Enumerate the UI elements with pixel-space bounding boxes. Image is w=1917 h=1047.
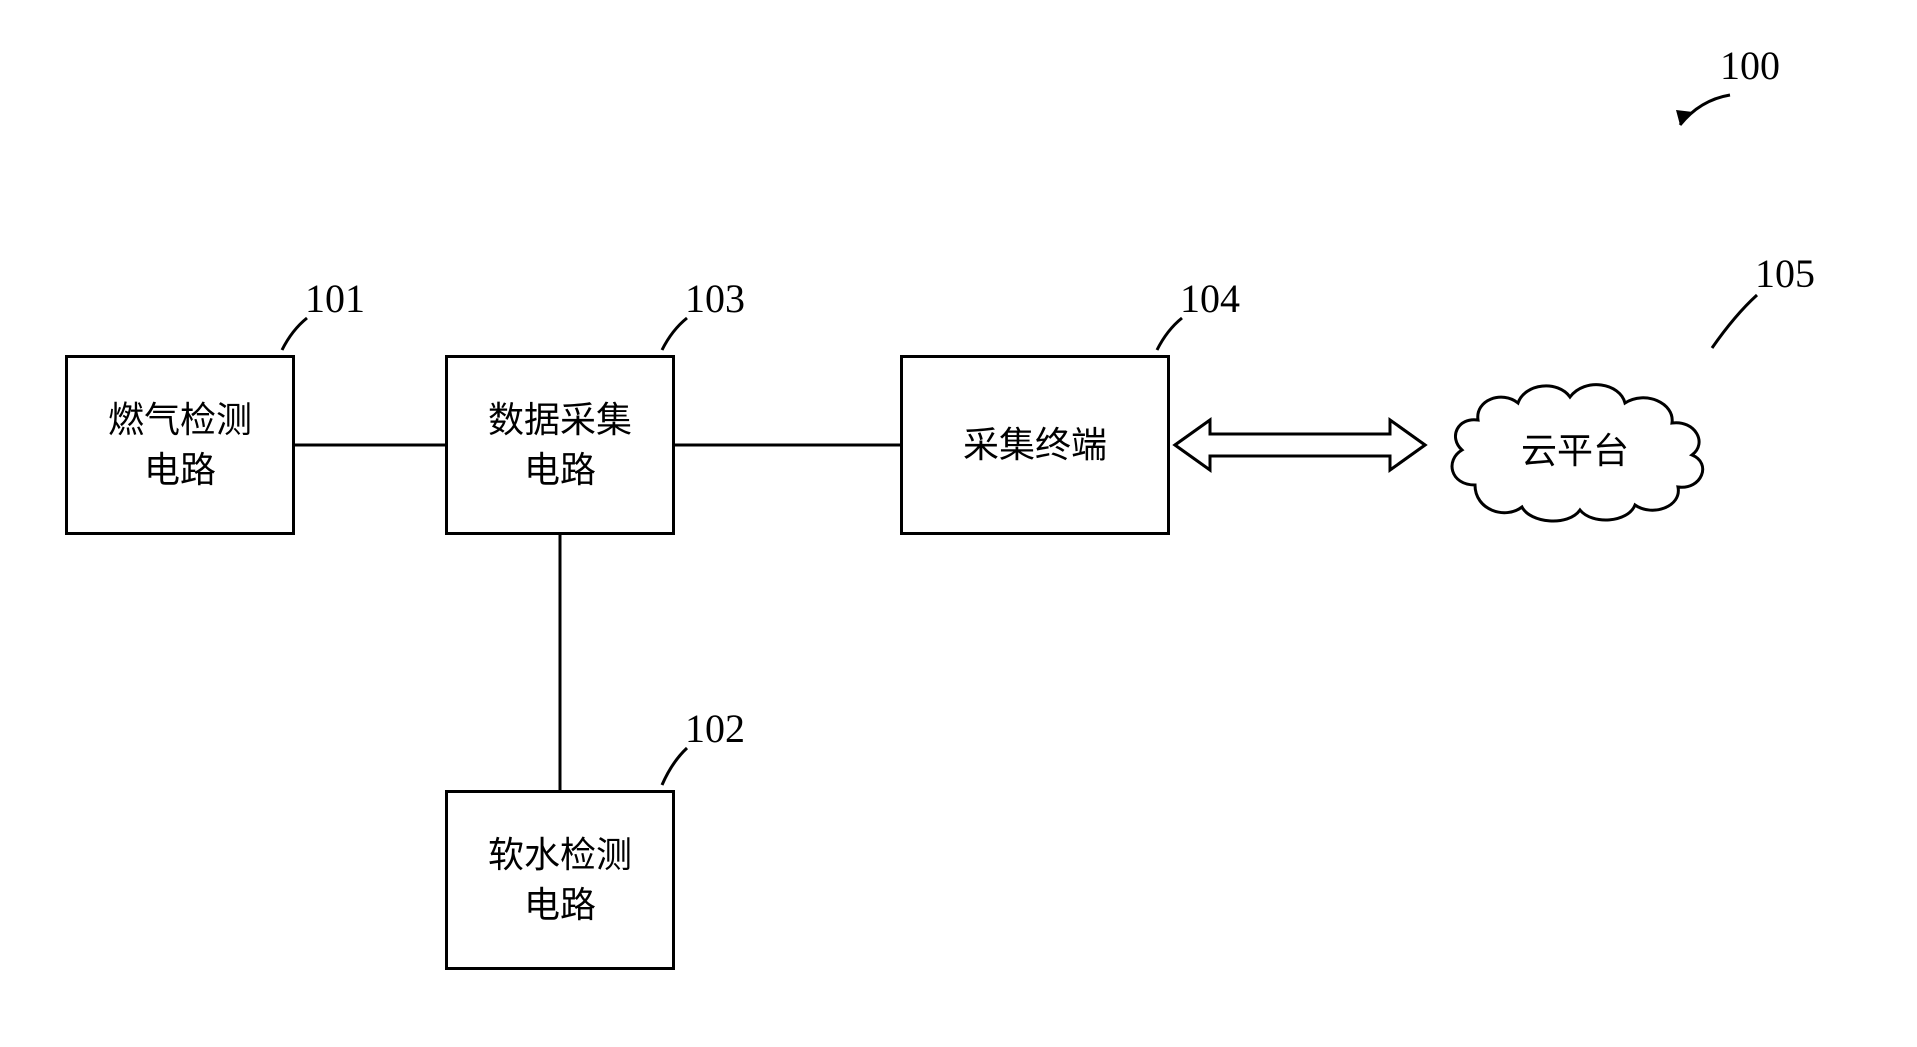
block-diagram: 100 燃气检测 电路 101 数据采集 电路 103 采集终端 104 云平台… [0,0,1917,1047]
node-text: 云平台 [1521,422,1629,474]
edge-104-105-double-arrow [0,0,1917,1047]
